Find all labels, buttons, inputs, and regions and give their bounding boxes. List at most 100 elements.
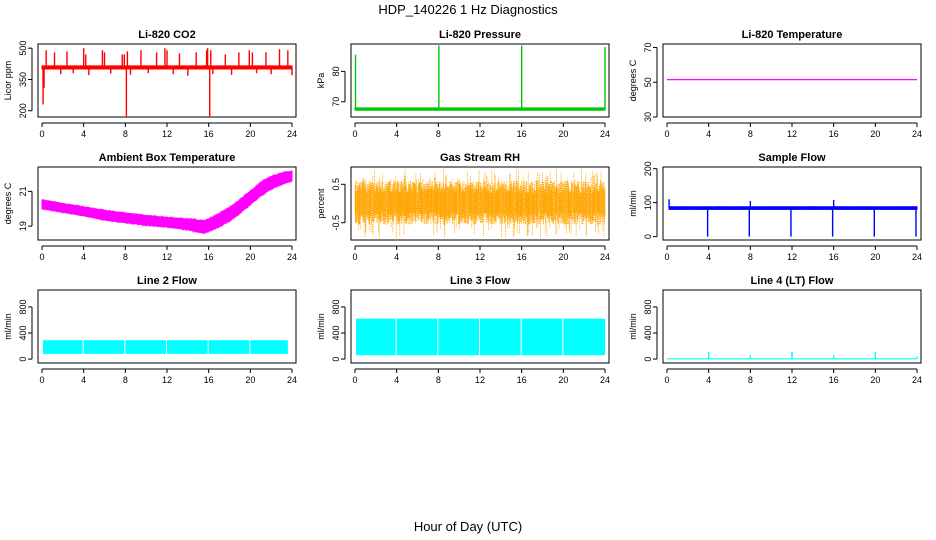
x-axis-label: Hour of Day (UTC) — [413, 519, 523, 534]
x-tick-label: 8 — [436, 129, 441, 139]
x-tick-label: 16 — [204, 375, 214, 385]
x-tick-label: 16 — [517, 129, 527, 139]
y-tick-label: 0 — [331, 357, 341, 362]
y-tick-label: -0.5 — [331, 215, 341, 231]
y-axis-label: kPa — [316, 73, 326, 89]
x-tick-label: 0 — [352, 375, 357, 385]
x-tick-label: 0 — [39, 252, 44, 262]
chart-title: Li-820 CO2 — [138, 29, 195, 41]
x-tick-label: 0 — [352, 252, 357, 262]
data-block — [521, 318, 563, 356]
x-tick-label: 16 — [829, 252, 839, 262]
plot-frame — [662, 166, 922, 241]
x-tick-label: 0 — [352, 129, 357, 139]
y-axis-label: ml/min — [628, 190, 638, 217]
x-axis: 0 4 8 12 16 20 24 — [664, 245, 922, 262]
x-tick-label: 24 — [287, 252, 297, 262]
data-block — [396, 318, 438, 356]
y-axis: -0.5 0.5 percent — [316, 178, 346, 231]
x-tick-label: 8 — [123, 375, 128, 385]
chart-title: Ambient Box Temperature — [99, 152, 236, 164]
data-noise — [354, 169, 606, 238]
y-tick-label: 0.5 — [331, 178, 341, 191]
y-axis: 0 400 800 ml/min — [316, 299, 346, 362]
y-tick-label: 21 — [18, 186, 28, 196]
data-block — [83, 340, 125, 354]
x-tick-label: 0 — [39, 375, 44, 385]
y-tick-label: 0 — [643, 357, 653, 362]
x-tick-label: 4 — [706, 252, 711, 262]
x-tick-label: 20 — [245, 252, 255, 262]
data-block — [125, 340, 166, 354]
chart-panel-li-820-co2: Li-820 CO2 0 4 8 12 16 20 24 200 350 500 Licor ppm — [3, 29, 297, 139]
x-tick-label: 8 — [436, 252, 441, 262]
x-tick-label: 12 — [162, 375, 172, 385]
x-tick-label: 8 — [436, 375, 441, 385]
x-tick-label: 4 — [81, 252, 86, 262]
y-tick-label: 500 — [18, 41, 28, 56]
chart-panel-line-4-lt-flow: Line 4 (LT) Flow 0 4 8 12 16 20 24 0 400 800 ml/min — [628, 275, 922, 385]
data-band-texture — [41, 65, 293, 70]
x-tick-label: 20 — [558, 252, 568, 262]
chart-title: Line 4 (LT) Flow — [751, 275, 834, 287]
x-tick-label: 24 — [287, 129, 297, 139]
plot-frame — [350, 166, 610, 241]
x-tick-label: 12 — [787, 129, 797, 139]
x-axis: 0 4 8 12 16 20 24 — [664, 122, 922, 139]
x-tick-label: 4 — [706, 375, 711, 385]
chart-panel-ambient-box-temperature: Ambient Box Temperature 0 4 8 12 16 20 24 19 21 de… — [3, 152, 297, 262]
x-tick-label: 20 — [558, 129, 568, 139]
y-tick-label: 800 — [331, 299, 341, 314]
data-layer — [668, 199, 918, 237]
chart-title: Line 3 Flow — [450, 275, 510, 287]
x-tick-label: 20 — [870, 375, 880, 385]
plot-frame — [37, 166, 297, 241]
x-tick-label: 20 — [870, 252, 880, 262]
chart-title: Li-820 Temperature — [742, 29, 843, 41]
plot-frame — [662, 289, 922, 364]
y-tick-label: 100 — [643, 195, 653, 210]
x-tick-label: 12 — [475, 252, 485, 262]
x-tick-label: 24 — [287, 375, 297, 385]
data-block — [563, 318, 605, 356]
x-tick-label: 4 — [706, 129, 711, 139]
x-tick-label: 16 — [517, 375, 527, 385]
x-axis: 0 4 8 12 16 20 24 — [39, 368, 297, 385]
x-tick-label: 16 — [829, 129, 839, 139]
x-tick-label: 24 — [600, 252, 610, 262]
x-tick-label: 4 — [394, 375, 399, 385]
x-axis: 0 4 8 12 16 20 24 — [39, 245, 297, 262]
y-axis: 30 50 70 degrees C — [628, 42, 658, 122]
y-tick-label: 19 — [18, 221, 28, 231]
x-tick-label: 4 — [81, 129, 86, 139]
data-layer — [41, 170, 293, 234]
x-tick-label: 8 — [123, 129, 128, 139]
y-axis: 0 100 200 ml/min — [628, 161, 658, 239]
chart-title: Sample Flow — [758, 152, 826, 164]
data-layer — [667, 351, 918, 360]
data-block — [438, 318, 479, 356]
x-tick-label: 0 — [664, 375, 669, 385]
data-block — [356, 318, 396, 356]
x-tick-label: 4 — [394, 252, 399, 262]
x-axis: 0 4 8 12 16 20 24 — [664, 368, 922, 385]
x-tick-label: 24 — [912, 129, 922, 139]
chart-panel-line-3-flow: Line 3 Flow 0 4 8 12 16 20 24 0 400 800 ml/min — [316, 275, 610, 385]
y-axis-label: Licor ppm — [3, 61, 13, 101]
x-axis: 0 4 8 12 16 20 24 — [352, 245, 610, 262]
y-axis: 19 21 degrees C — [3, 182, 33, 231]
y-tick-label: 800 — [18, 299, 28, 314]
y-axis: 200 350 500 Licor ppm — [3, 41, 33, 118]
y-axis-label: ml/min — [628, 313, 638, 340]
y-axis-label: ml/min — [316, 313, 326, 340]
y-tick-label: 350 — [18, 72, 28, 87]
x-tick-label: 16 — [204, 129, 214, 139]
x-tick-label: 12 — [787, 252, 797, 262]
y-tick-label: 0 — [18, 357, 28, 362]
x-tick-label: 24 — [600, 129, 610, 139]
y-tick-label: 0 — [643, 234, 653, 239]
data-band-texture — [41, 170, 293, 234]
plot-frame — [37, 289, 297, 364]
x-tick-label: 24 — [600, 375, 610, 385]
